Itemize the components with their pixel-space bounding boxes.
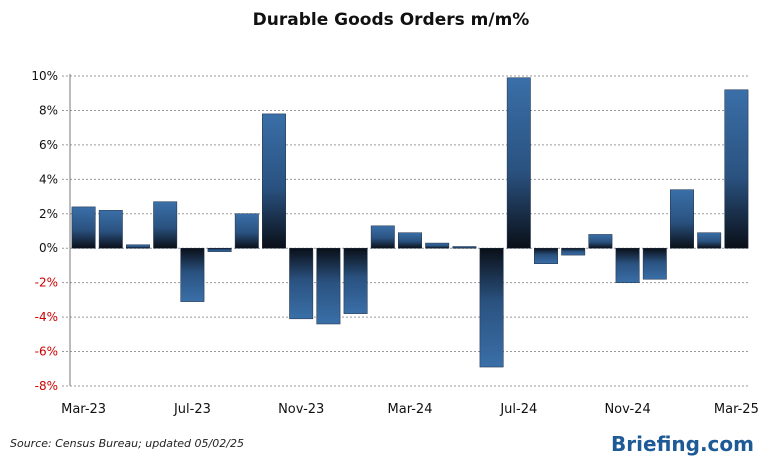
x-tick-label: Nov-23 — [278, 402, 324, 417]
y-tick-label: -8% — [35, 379, 58, 393]
bar-apr-23 — [98, 210, 123, 249]
brand-logo: Briefing.com — [611, 432, 754, 456]
bar-may-23 — [126, 244, 150, 249]
bar-jul-23 — [180, 247, 205, 302]
bar-oct-24 — [588, 234, 613, 249]
y-tick-label: -6% — [35, 345, 58, 359]
x-tick-label: Mar-25 — [714, 402, 759, 417]
bar-feb-25 — [697, 232, 722, 249]
bar-dec-23 — [316, 247, 341, 325]
bar-nov-23 — [289, 247, 314, 320]
bar-jul-24 — [506, 77, 531, 249]
x-axis-ticks: Mar-23 Jul-23 Nov-23 Mar-24 Jul-24 Nov-24 Mar-… — [61, 402, 759, 417]
y-tick-label: 4% — [39, 172, 58, 186]
chart-title: Durable Goods Orders m/m% — [252, 10, 530, 30]
bar-jun-24 — [479, 247, 504, 368]
bar-may-24 — [452, 246, 477, 249]
bar-oct-23 — [262, 113, 286, 249]
y-tick-label: 6% — [39, 138, 58, 152]
bar-nov-24 — [615, 247, 640, 283]
x-tick-label: Mar-24 — [388, 402, 433, 417]
bar-jan-25 — [670, 189, 694, 249]
bar-mar-25 — [724, 89, 749, 249]
bar-sep-23 — [234, 213, 259, 249]
x-tick-label: Jul-23 — [173, 402, 211, 417]
bar-apr-24 — [425, 242, 450, 249]
bar-feb-24 — [370, 225, 395, 249]
y-axis-ticks: 10% 8% 6% 4% 2% 0% -2% -4% -6% -8% — [31, 69, 58, 393]
y-tick-label: -4% — [35, 310, 58, 324]
bar-mar-23 — [71, 206, 96, 249]
bar-aug-24 — [534, 247, 558, 264]
y-tick-label: -2% — [35, 276, 58, 290]
bar-jun-23 — [153, 201, 178, 249]
y-tick-label: 10% — [31, 69, 58, 83]
bar-jan-24 — [343, 247, 368, 314]
bar-aug-23 — [207, 247, 232, 252]
y-tick-label: 2% — [39, 207, 58, 221]
bars — [71, 77, 749, 368]
x-tick-label: Nov-24 — [604, 402, 650, 417]
bar-dec-24 — [642, 247, 667, 280]
y-tick-label: 0% — [39, 241, 58, 255]
bar-sep-24 — [561, 247, 586, 256]
y-tick-label: 8% — [39, 103, 58, 117]
x-tick-label: Jul-24 — [499, 402, 537, 417]
bar-mar-24 — [398, 232, 422, 249]
source-note: Source: Census Bureau; updated 05/02/25 — [10, 437, 244, 450]
x-tick-label: Mar-23 — [61, 402, 106, 417]
